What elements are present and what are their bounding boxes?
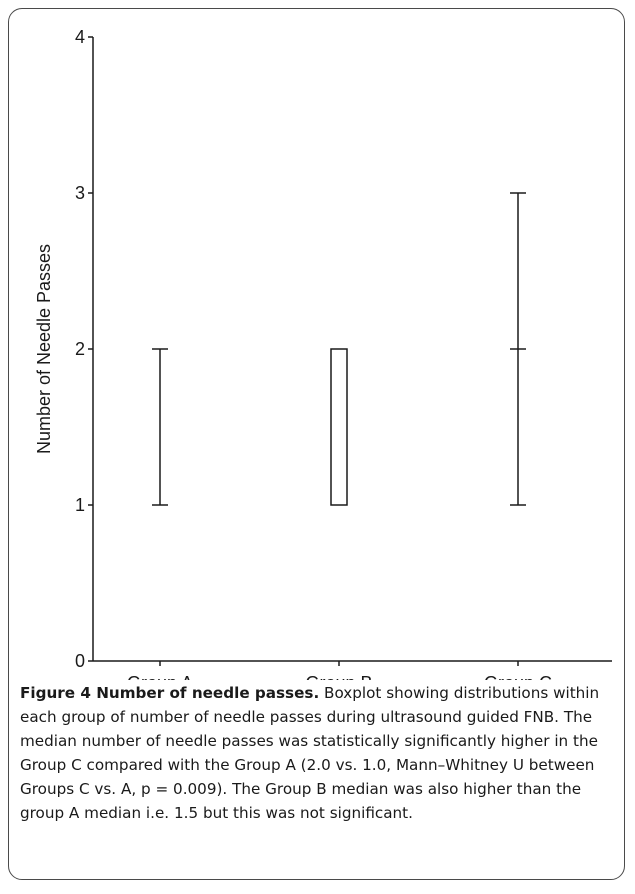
y-tick-label: 2 [75,339,85,359]
caption-text: Boxplot showing distributions within eac… [20,684,600,822]
x-tick-label: Group A [127,673,193,680]
y-tick-label: 3 [75,183,85,203]
x-ticks: Group A Group B Group C [127,661,552,680]
box-group-c [510,192,526,506]
box-group-a [152,348,168,506]
y-tick-label: 1 [75,495,85,515]
boxplot-chart: 0 1 2 3 4 Group A Group B Group C Number of Ne… [34,27,612,680]
y-axis-label: Number of Needle Passes [34,244,54,454]
y-ticks: 0 1 2 3 4 [75,27,93,671]
figure-caption: Figure 4 Number of needle passes. Boxplo… [20,681,620,825]
y-tick-label: 4 [75,27,85,47]
caption-title: Figure 4 Number of needle passes. [20,684,320,702]
boxes [152,192,526,506]
box-group-b [330,348,348,506]
box-rect [330,348,348,506]
x-tick-label: Group B [305,673,372,680]
figure-frame [8,8,625,880]
y-tick-label: 0 [75,651,85,671]
axes [92,37,612,662]
x-tick-label: Group C [484,673,552,680]
